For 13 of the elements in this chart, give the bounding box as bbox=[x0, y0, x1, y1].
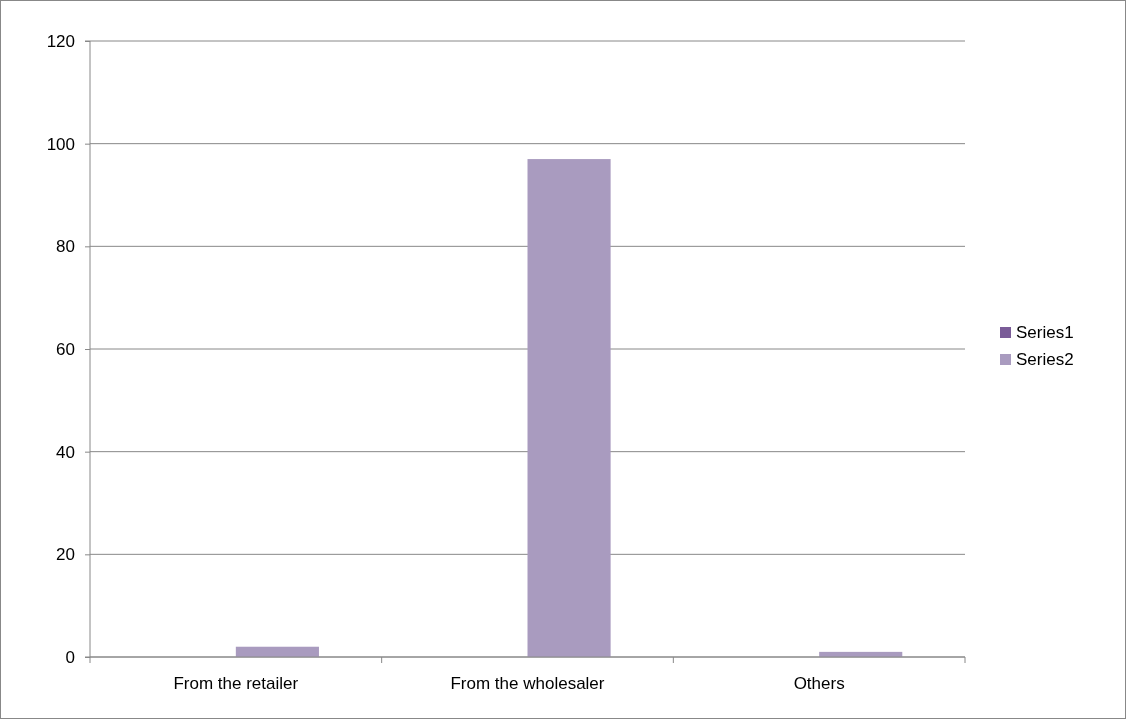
bar bbox=[527, 159, 611, 657]
x-tick-label: From the retailer bbox=[173, 674, 299, 693]
legend-label: Series2 bbox=[1016, 350, 1074, 369]
y-tick-label: 20 bbox=[56, 545, 75, 565]
y-tick-label: 60 bbox=[56, 339, 75, 359]
y-tick-label: 100 bbox=[46, 134, 75, 154]
y-tick-label: 40 bbox=[56, 442, 75, 462]
y-tick-label: 120 bbox=[46, 31, 75, 51]
legend-label: Series1 bbox=[1016, 323, 1074, 342]
x-tick-label: From the wholesaler bbox=[450, 674, 605, 693]
y-tick-label: 80 bbox=[56, 237, 75, 257]
x-tick-label: Others bbox=[793, 674, 845, 693]
y-tick-label: 0 bbox=[65, 647, 75, 667]
